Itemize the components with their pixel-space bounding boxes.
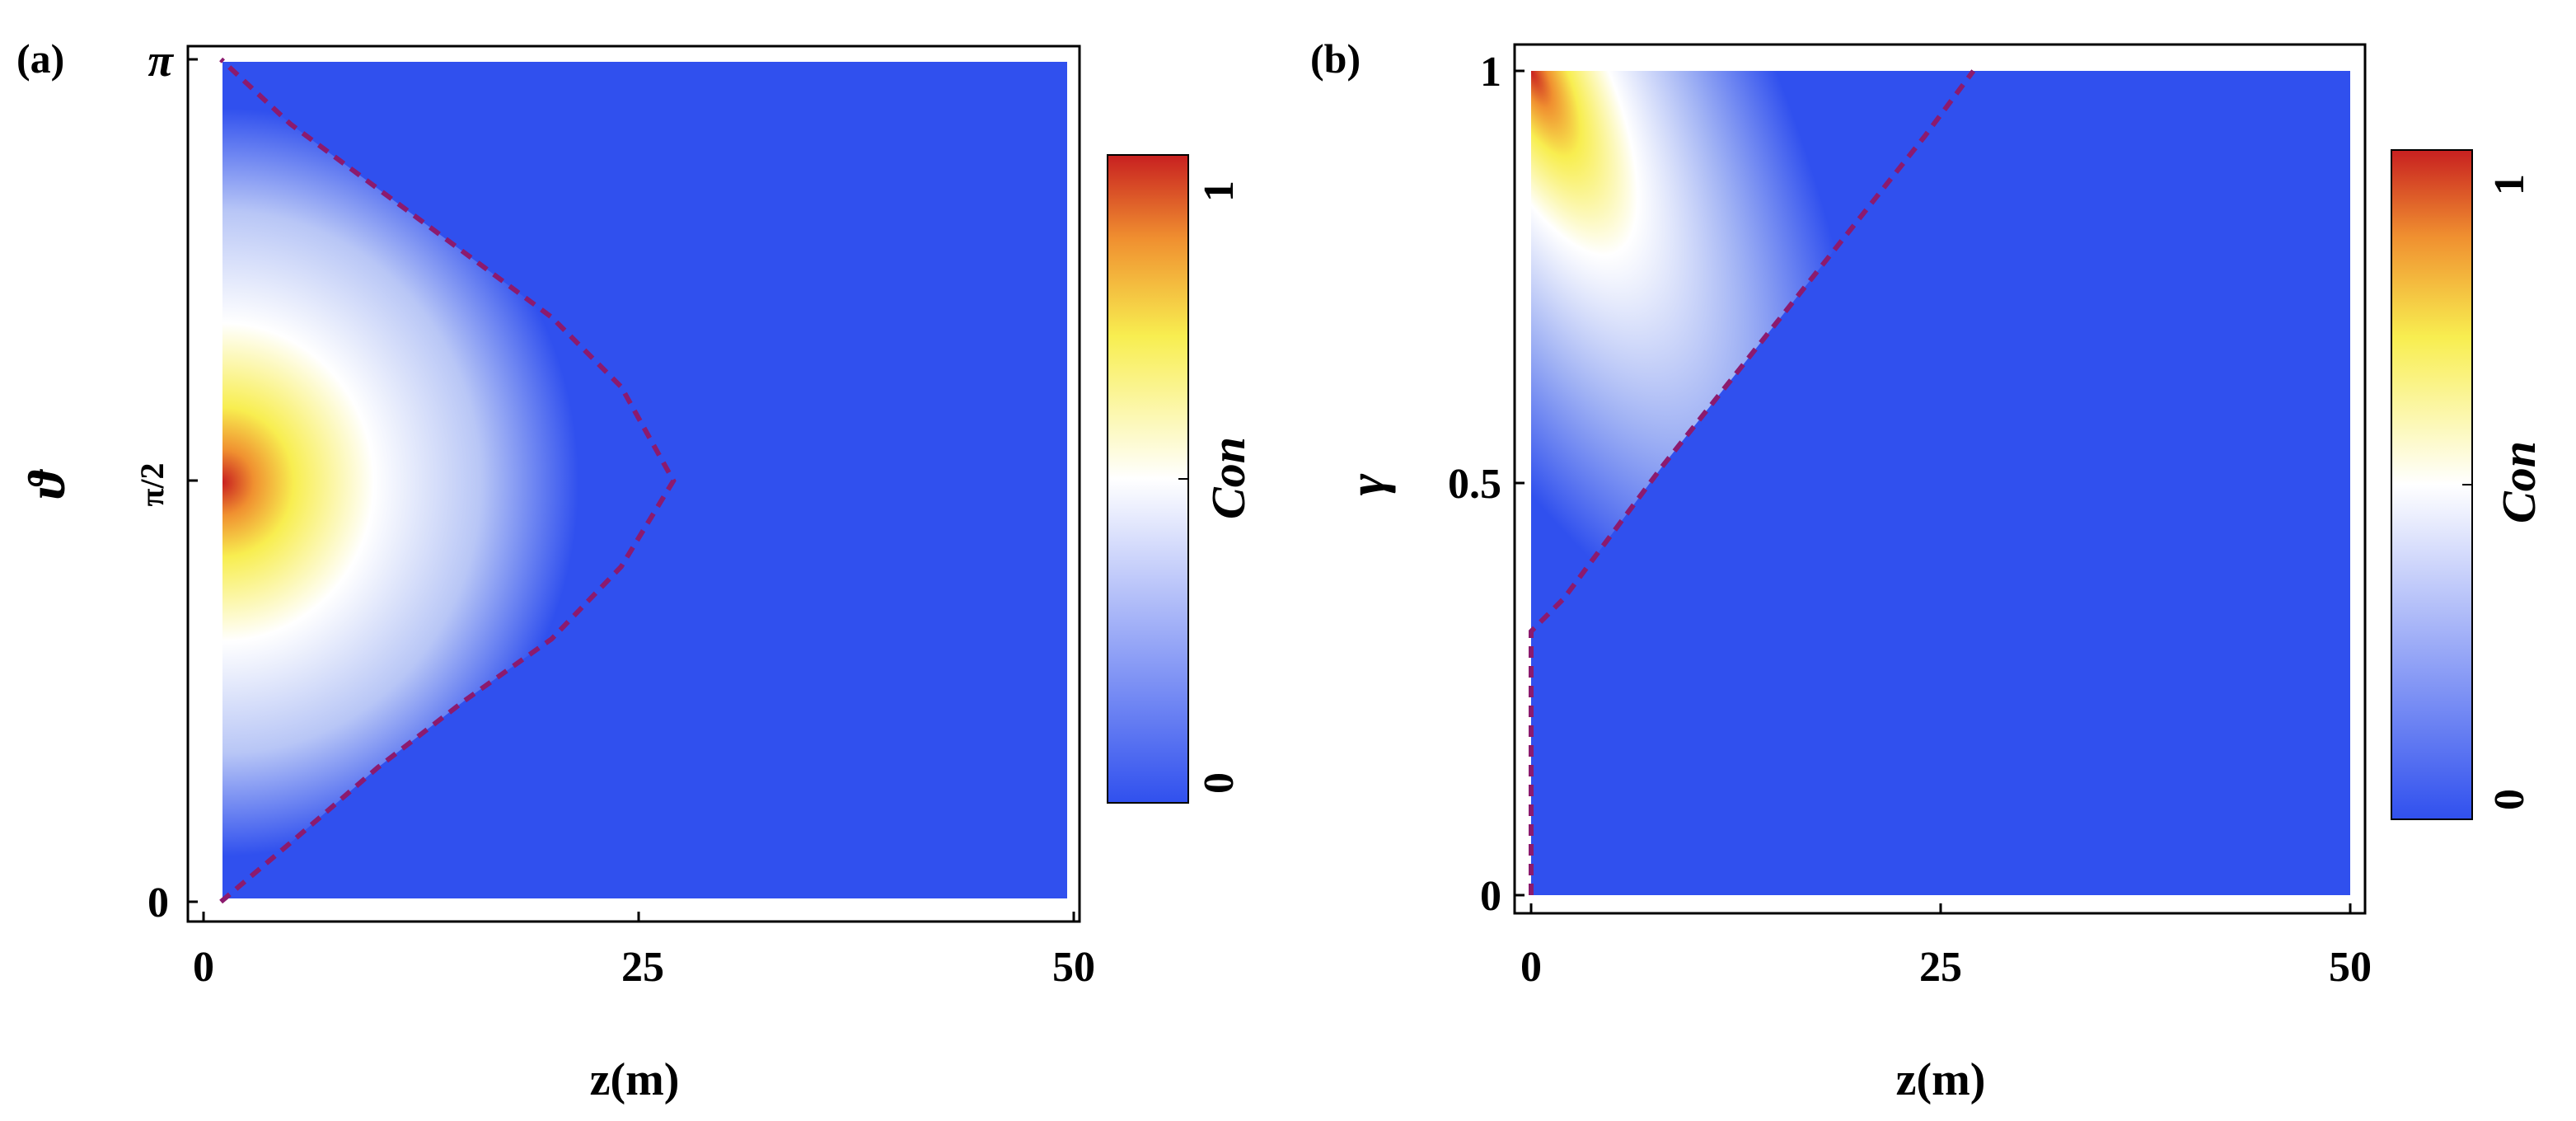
tick-marks-a <box>188 58 1075 922</box>
y-tick-label-b-05: 0.5 <box>1448 461 1501 508</box>
boundary-curve-b <box>1529 69 1976 895</box>
x-tick-label-a-0: 0 <box>193 944 214 991</box>
colorbar-min-label-a: 0 <box>1196 772 1243 794</box>
x-tick-label-b-0: 0 <box>1520 944 1542 991</box>
boundary-curve-a <box>219 57 677 904</box>
panel-label-b: (b) <box>1310 35 1361 82</box>
colorbar-max-label-b: 1 <box>2486 174 2533 195</box>
y-axis-label-b: γ <box>1337 473 1396 495</box>
colorbar-min-label-b: 0 <box>2486 789 2533 810</box>
y-tick-label-b-0: 0 <box>1480 873 1501 920</box>
x-tick-label-b-50: 50 <box>2329 944 2372 991</box>
y-tick-label-a-half-pi: π/2 <box>133 462 171 506</box>
y-tick-label-a-0: 0 <box>148 879 169 926</box>
colorbar-title-a: Con <box>1201 437 1255 519</box>
x-axis-label-b: z(m) <box>1896 1054 1986 1105</box>
panel-b: (b) 0 25 50 0 0.5 1 z(m) γ 1 0 Con <box>1310 35 2546 1105</box>
colorbar-max-label-a: 1 <box>1196 181 1243 202</box>
colorbar-title-b: Con <box>2492 441 2546 523</box>
x-tick-label-a-50: 50 <box>1052 944 1095 991</box>
y-tick-label-b-1: 1 <box>1480 49 1501 96</box>
x-axis-label-a: z(m) <box>590 1054 680 1105</box>
y-axis-label-a: ϑ <box>17 468 76 499</box>
panel-a: (a) 0 25 50 0 π π/2 z(m) ϑ 1 0 Con <box>16 35 1255 1105</box>
colorbar-b <box>2391 149 2473 820</box>
tick-marks-b <box>1515 69 2352 913</box>
colorbar-a <box>1107 154 1189 804</box>
panel-label-a: (a) <box>16 35 64 82</box>
y-tick-label-a-pi: π <box>148 35 174 87</box>
x-tick-label-a-25: 25 <box>621 944 664 991</box>
x-tick-label-b-25: 25 <box>1919 944 1962 991</box>
